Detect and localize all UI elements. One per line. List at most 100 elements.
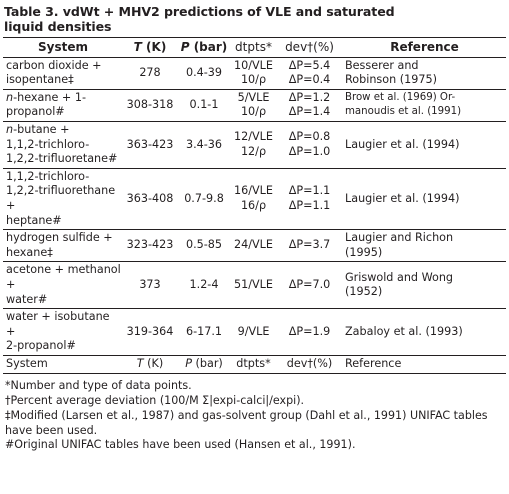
system-line: carbon dioxide + — [6, 59, 121, 74]
table-notes: *Number and type of data points. †Percen… — [5, 379, 506, 453]
header-pressure: P (bar) — [177, 37, 231, 58]
header-dev: dev†(%) — [276, 37, 343, 58]
reference-line: Griswold and Wong — [345, 270, 454, 284]
cell-dtpts: 10/VLE 10/ρ — [231, 57, 276, 90]
system-text: 1,2,2-trifluorethane + — [6, 184, 116, 212]
cell-system: acetone + methanol + water# — [3, 261, 123, 310]
dtpts-line: 10/ρ — [240, 73, 267, 87]
cell-temperature: 278 — [123, 57, 177, 90]
cell-temperature: 308-318 — [123, 89, 177, 122]
system-line: 1,1,2-trichloro- — [6, 170, 121, 185]
system-prefix: n — [6, 90, 14, 104]
footer-dtpts: dtpts* — [231, 355, 276, 375]
cell-reference: Laugier et al. (1994) — [343, 168, 506, 231]
system-text: 1,1,2-trichloro- — [6, 137, 90, 151]
dtpts-line: 51/VLE — [234, 277, 273, 291]
cell-dev: ΔP=5.4 ΔP=0.4 — [276, 57, 343, 90]
reference-line: (1995) — [345, 245, 383, 259]
cell-temperature: 363-408 — [123, 168, 177, 231]
header-p-unit: (bar) — [189, 40, 228, 54]
header-t-unit: (K) — [141, 40, 167, 54]
header-p-var: P — [180, 40, 190, 54]
footer-t-unit: (K) — [143, 356, 164, 370]
cell-dtpts: 16/VLE 16/ρ — [231, 168, 276, 231]
dev-line: ΔP=1.0 — [288, 144, 331, 158]
reference-line: Laugier et al. (1994) — [345, 191, 460, 205]
header-reference: Reference — [343, 37, 506, 58]
dtpts-line: 9/VLE — [237, 324, 270, 338]
reference-line: (1952) — [345, 285, 383, 299]
system-text: water + isobutane + — [6, 310, 110, 338]
cell-dtpts: 24/VLE — [231, 229, 276, 263]
header-temperature: T (K) — [123, 37, 177, 58]
cell-system: n-hexane + 1-propanol# — [3, 89, 123, 122]
dev-line: ΔP=1.1 — [288, 198, 331, 212]
cell-dev: ΔP=1.1 ΔP=1.1 — [276, 168, 343, 231]
system-text: hexane‡ — [6, 245, 53, 259]
dtpts-line: 12/ρ — [240, 144, 267, 158]
system-prefix: n — [6, 122, 14, 136]
cell-dev: ΔP=7.0 — [276, 261, 343, 310]
footer-p-unit: (bar) — [191, 356, 223, 370]
table-row: water + isobutane +2-propanol# 319-364 6-1… — [3, 308, 506, 356]
cell-dtpts: 5/VLE 10/ρ — [231, 89, 276, 122]
data-table: System T (K) P (bar) dtpts* dev†(%) Refe… — [3, 37, 506, 375]
system-line: 2-propanol# — [6, 339, 121, 354]
dev-line: ΔP=5.4 — [288, 58, 331, 72]
dev-line: ΔP=1.4 — [288, 105, 331, 119]
note-modified-unifac: ‡Modified (Larsen et al., 1987) and gas-… — [5, 408, 488, 437]
dev-line: ΔP=7.0 — [288, 277, 331, 291]
cell-dev: ΔP=1.2 ΔP=1.4 — [276, 89, 343, 122]
system-text: water# — [6, 292, 48, 306]
dtpts-line: 10/ρ — [240, 105, 267, 119]
reference-line: Laugier et al. (1994) — [345, 137, 460, 151]
cell-reference: Laugier and Richon (1995) — [343, 229, 506, 263]
cell-system: n-butane +1,1,2-trichloro- 1,2,2-trifluor… — [3, 121, 123, 169]
reference-line: Laugier and Richon — [345, 231, 454, 245]
footer-pressure: P (bar) — [177, 355, 231, 375]
dtpts-line: 16/ρ — [240, 198, 267, 212]
footer-system: System — [3, 355, 123, 375]
footer-temperature: T (K) — [123, 355, 177, 375]
cell-pressure: 0.7-9.8 — [177, 168, 231, 231]
system-text: acetone + methanol + — [6, 263, 121, 291]
cell-reference: Besserer and Robinson (1975) — [343, 57, 506, 90]
system-text: heptane# — [6, 213, 62, 227]
cell-pressure: 3.4-36 — [177, 121, 231, 169]
cell-dev: ΔP=0.8 ΔP=1.0 — [276, 121, 343, 169]
footer-dev: dev†(%) — [276, 355, 343, 375]
footer-row: System T (K) P (bar) dtpts* dev†(%) Refe… — [3, 355, 506, 375]
caption-line-1: Table 3. vdWt + MHV2 predictions of VLE … — [4, 4, 395, 19]
system-text: isopentane‡ — [6, 73, 74, 87]
dtpts-line: 5/VLE — [237, 90, 270, 104]
footer-p-var: P — [185, 356, 192, 370]
cell-pressure: 0.5-85 — [177, 229, 231, 263]
table-row: 1,1,2-trichloro- 1,2,2-trifluorethane + he… — [3, 168, 506, 231]
table-row: n-hexane + 1-propanol# 308-318 0.1-1 5/VLE 1… — [3, 89, 506, 122]
cell-system: carbon dioxide + isopentane‡ — [3, 57, 123, 90]
system-line: heptane# — [6, 214, 121, 229]
system-line: n-hexane + 1-propanol# — [6, 91, 121, 120]
cell-reference: Brow et al. (1969) Or-manoudis et al. (1… — [343, 89, 506, 122]
cell-temperature: 319-364 — [123, 308, 177, 356]
dev-line: ΔP=1.1 — [288, 184, 331, 198]
cell-reference: Laugier et al. (1994) — [343, 121, 506, 169]
cell-temperature: 323-423 — [123, 229, 177, 263]
note-data-points: *Number and type of data points. — [5, 379, 192, 393]
cell-pressure: 1.2-4 — [177, 261, 231, 310]
dtpts-line: 16/VLE — [234, 184, 273, 198]
dev-line: ΔP=1.2 — [288, 90, 331, 104]
system-line: n-butane + — [6, 123, 121, 138]
table-caption: Table 3. vdWt + MHV2 predictions of VLE … — [4, 4, 506, 34]
system-text: 1,1,2-trichloro- — [6, 169, 90, 183]
system-line: 1,2,2-trifluorethane + — [6, 184, 121, 213]
system-line: water# — [6, 293, 121, 308]
reference-line: Zabaloy et al. (1993) — [345, 324, 463, 338]
system-line: water + isobutane + — [6, 310, 121, 339]
cell-reference: Zabaloy et al. (1993) — [343, 308, 506, 356]
header-t-var: T — [133, 40, 142, 54]
header-system: System — [3, 37, 123, 58]
system-text: 1,2,2-trifluoretane# — [6, 152, 118, 166]
footer-t-var: T — [136, 356, 144, 370]
